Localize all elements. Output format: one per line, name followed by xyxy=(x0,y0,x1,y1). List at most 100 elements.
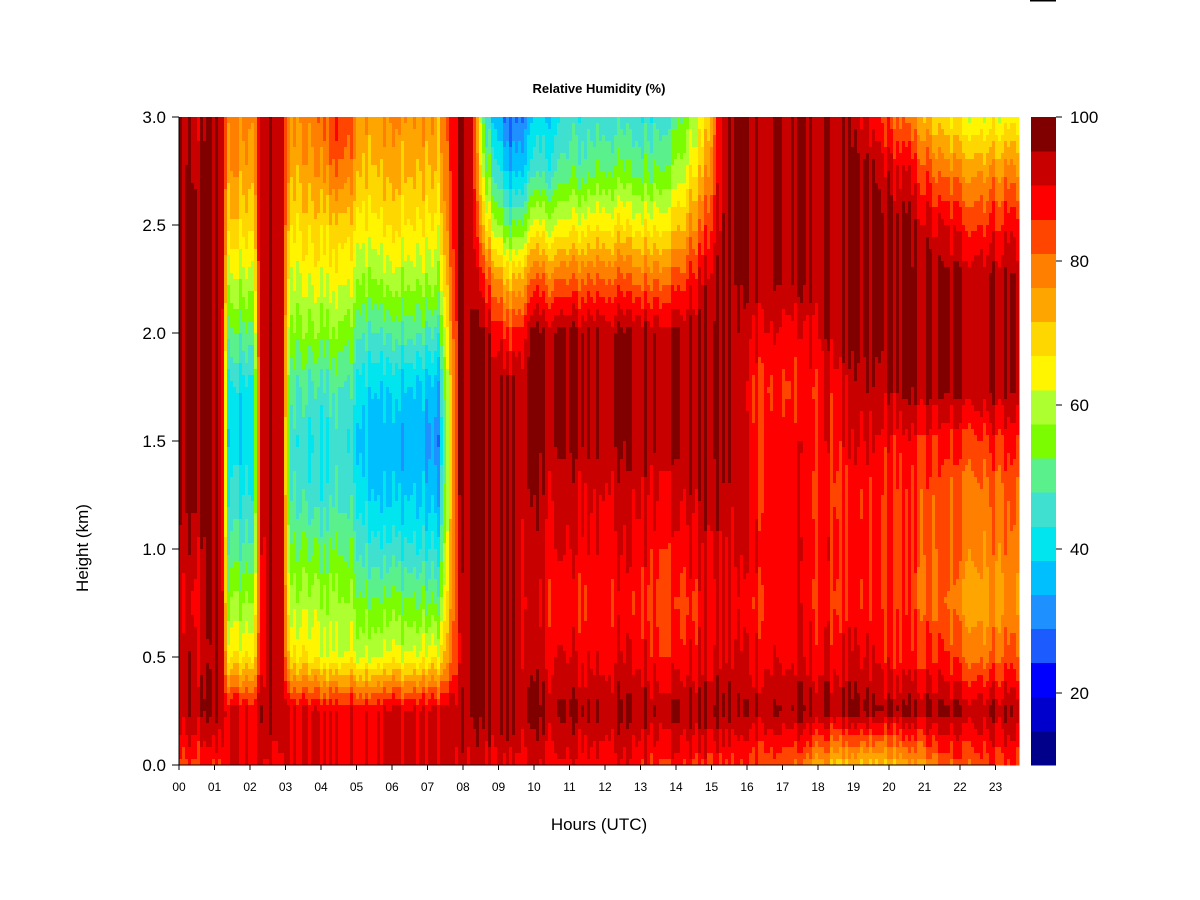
heatmap-cell xyxy=(680,183,684,208)
heatmap-cell xyxy=(512,309,516,328)
heatmap-cell xyxy=(581,195,585,214)
heatmap-cell xyxy=(377,309,381,334)
heatmap-cell xyxy=(407,285,411,316)
heatmap-cell xyxy=(314,699,318,706)
heatmap-cell xyxy=(506,309,510,328)
heatmap-cell xyxy=(398,297,402,322)
heatmap-cell xyxy=(404,291,408,316)
heatmap-cell xyxy=(674,207,678,232)
heatmap-cell xyxy=(554,297,558,316)
heatmap-cell xyxy=(920,759,924,766)
heatmap-cell xyxy=(398,531,402,562)
heatmap-cell xyxy=(182,573,186,634)
heatmap-cell xyxy=(620,201,624,226)
heatmap-cell xyxy=(194,189,198,514)
heatmap-cell xyxy=(875,183,879,358)
heatmap-cell xyxy=(1016,699,1020,724)
heatmap-cell xyxy=(455,675,459,706)
heatmap-cell xyxy=(629,255,633,274)
heatmap-cell xyxy=(533,249,537,262)
heatmap-cell xyxy=(398,591,402,616)
heatmap-cell xyxy=(395,501,399,538)
colorbar-swatch xyxy=(1031,594,1056,630)
heatmap-cell xyxy=(581,231,585,250)
heatmap-cell xyxy=(488,267,492,286)
heatmap-cell xyxy=(335,699,339,712)
heatmap-cell xyxy=(395,621,399,646)
heatmap-cell xyxy=(515,225,519,238)
heatmap-cell xyxy=(917,669,921,694)
heatmap-cell xyxy=(632,195,636,220)
heatmap-cell xyxy=(689,261,693,286)
heatmap-cell xyxy=(704,117,708,130)
heatmap-cell xyxy=(287,651,291,670)
heatmap-cell xyxy=(539,759,543,766)
heatmap-cell xyxy=(851,717,855,724)
heatmap-cell xyxy=(869,147,873,412)
heatmap-cell xyxy=(434,699,438,706)
heatmap-cell xyxy=(323,183,327,214)
heatmap-cell xyxy=(308,183,312,226)
heatmap-cell xyxy=(572,291,576,304)
heatmap-cell xyxy=(992,681,996,700)
heatmap-cell xyxy=(188,555,192,652)
heatmap-cell xyxy=(842,747,846,760)
heatmap-cell xyxy=(620,327,624,460)
heatmap-cell xyxy=(908,741,912,754)
heatmap-cell xyxy=(692,201,696,232)
heatmap-cell xyxy=(362,201,366,244)
heatmap-cell xyxy=(656,579,660,628)
heatmap-cell xyxy=(887,693,891,718)
heatmap-cell xyxy=(986,411,990,436)
heatmap-cell xyxy=(497,117,501,142)
heatmap-cell xyxy=(509,351,513,376)
heatmap-cell xyxy=(602,501,606,676)
heatmap-cell xyxy=(671,327,675,466)
heatmap-cell xyxy=(641,567,645,640)
heatmap-cell xyxy=(959,231,963,268)
heatmap-cell xyxy=(737,117,741,334)
heatmap-cell xyxy=(374,693,378,706)
heatmap-cell xyxy=(1016,477,1020,574)
heatmap-cell xyxy=(503,225,507,244)
heatmap-cell xyxy=(812,387,816,400)
heatmap-cell xyxy=(479,225,483,244)
heatmap-cell xyxy=(629,129,633,160)
heatmap-cell xyxy=(1004,267,1008,400)
heatmap-cell xyxy=(569,759,573,766)
x-tick-label: 08 xyxy=(456,780,470,794)
heatmap-cell xyxy=(674,531,678,598)
heatmap-cell xyxy=(983,531,987,646)
heatmap-cell xyxy=(401,141,405,196)
heatmap-cell xyxy=(377,597,381,628)
heatmap-cell xyxy=(869,681,873,718)
heatmap-cell xyxy=(806,753,810,766)
heatmap-cell xyxy=(398,321,402,346)
heatmap-cell xyxy=(677,225,681,250)
heatmap-cell xyxy=(521,315,525,328)
heatmap-cell xyxy=(356,339,360,370)
heatmap-cell xyxy=(947,459,951,592)
heatmap-cell xyxy=(572,687,576,736)
heatmap-cell xyxy=(230,303,234,328)
heatmap-cell xyxy=(332,549,336,592)
heatmap-cell xyxy=(335,117,339,142)
heatmap-cell xyxy=(719,669,723,730)
heatmap-cell xyxy=(563,555,567,652)
heatmap-cell xyxy=(506,207,510,226)
heatmap-cell xyxy=(509,261,513,280)
heatmap-cell xyxy=(521,327,525,370)
heatmap-cell xyxy=(179,525,183,736)
heatmap-cell xyxy=(791,117,795,286)
heatmap-cell xyxy=(641,255,645,274)
heatmap-cell xyxy=(191,591,195,616)
heatmap-cell xyxy=(419,603,423,628)
heatmap-cell xyxy=(245,705,249,766)
heatmap-cell xyxy=(611,285,615,304)
heatmap-cell xyxy=(692,147,696,178)
heatmap-cell xyxy=(902,717,906,730)
heatmap-cell xyxy=(713,717,717,742)
heatmap-cell xyxy=(335,309,339,340)
heatmap-cell xyxy=(503,123,507,148)
heatmap-cell xyxy=(500,141,504,172)
